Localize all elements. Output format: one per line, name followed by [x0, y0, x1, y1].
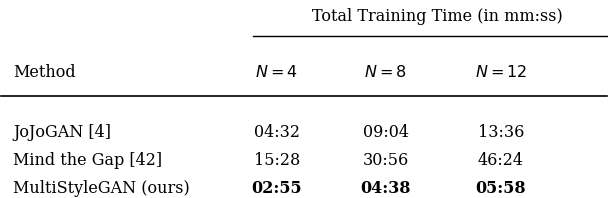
Text: $N = 12$: $N = 12$ — [475, 64, 527, 81]
Text: $N = 4$: $N = 4$ — [255, 64, 298, 81]
Text: 04:32: 04:32 — [254, 124, 300, 141]
Text: 02:55: 02:55 — [252, 180, 302, 197]
Text: 46:24: 46:24 — [478, 152, 523, 169]
Text: Total Training Time (in mm:ss): Total Training Time (in mm:ss) — [312, 8, 562, 25]
Text: 15:28: 15:28 — [254, 152, 300, 169]
Text: $N = 8$: $N = 8$ — [364, 64, 407, 81]
Text: Mind the Gap [42]: Mind the Gap [42] — [13, 152, 162, 169]
Text: MultiStyleGAN (ours): MultiStyleGAN (ours) — [13, 180, 190, 197]
Text: 13:36: 13:36 — [477, 124, 524, 141]
Text: Method: Method — [13, 64, 76, 81]
Text: 30:56: 30:56 — [362, 152, 409, 169]
Text: JoJoGAN [4]: JoJoGAN [4] — [13, 124, 111, 141]
Text: 09:04: 09:04 — [363, 124, 409, 141]
Text: 05:58: 05:58 — [475, 180, 526, 197]
Text: 04:38: 04:38 — [361, 180, 411, 197]
